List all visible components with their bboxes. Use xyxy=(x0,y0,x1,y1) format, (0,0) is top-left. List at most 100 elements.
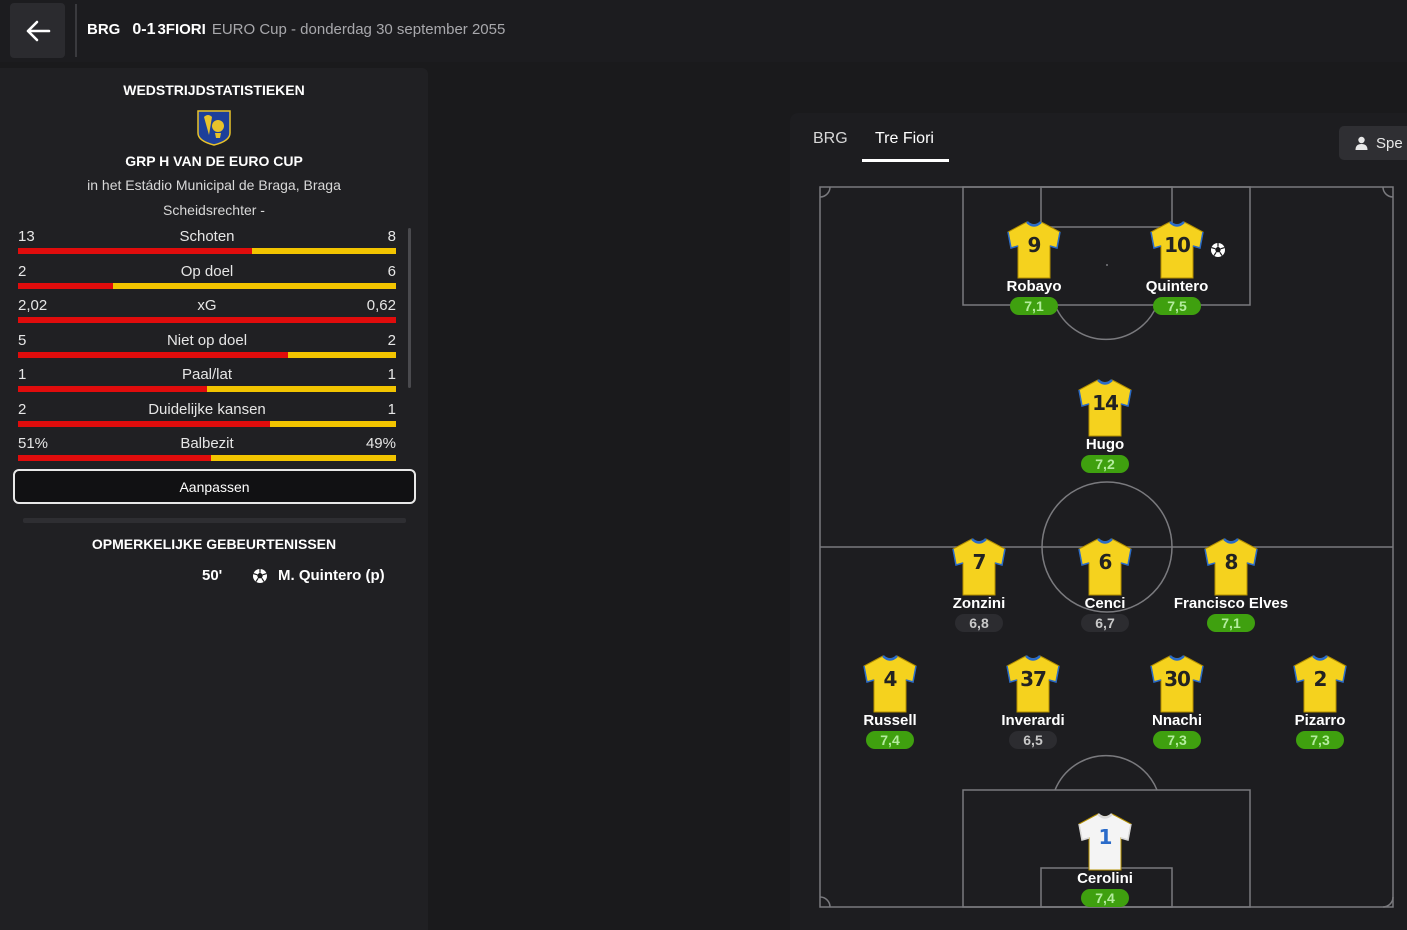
stat-label: Paal/lat xyxy=(181,366,233,383)
header-divider xyxy=(75,4,77,57)
player-rating: 6,8 xyxy=(955,614,1003,632)
adjust-button[interactable]: Aanpassen xyxy=(13,469,416,504)
player-marker[interactable]: 37 Inverardi 6,5 xyxy=(963,654,1103,750)
player-view-button[interactable]: Spe xyxy=(1339,126,1407,160)
player-rating: 7,4 xyxy=(1081,889,1129,907)
shirt-icon: 10 xyxy=(1148,220,1206,280)
shirt-number: 1 xyxy=(1098,825,1113,849)
stat-bar-home-fill xyxy=(18,352,288,358)
player-name: Cerolini xyxy=(1077,870,1133,887)
player-name: Robayo xyxy=(1006,278,1062,295)
stat-home-value: 2 xyxy=(18,401,27,418)
shirt-icon: 4 xyxy=(861,654,919,714)
section-divider xyxy=(23,518,406,523)
shirt-number: 37 xyxy=(1020,667,1047,691)
referee: Scheidsrechter - xyxy=(163,202,265,218)
shirt-icon: 30 xyxy=(1148,654,1206,714)
event-item[interactable]: 50' M. Quintero (p) xyxy=(0,567,428,587)
player-name: Francisco Elves xyxy=(1173,595,1289,612)
event-minute: 50' xyxy=(202,567,223,584)
shirt-icon: 8 xyxy=(1202,537,1260,597)
tab-tre-fiori[interactable]: Tre Fiori xyxy=(875,130,934,147)
player-marker[interactable]: 1 Cerolini 7,4 xyxy=(1035,812,1175,908)
top-bar: BRG 0-1 3FIORI EURO Cup - donderdag 30 s… xyxy=(0,0,1407,62)
stat-away-value: 6 xyxy=(387,263,396,280)
player-rating: 7,3 xyxy=(1153,731,1201,749)
shirt-icon: 7 xyxy=(950,537,1008,597)
stat-row: 51% Balbezit 49% xyxy=(18,435,396,465)
stat-away-value: 49% xyxy=(365,435,396,452)
player-rating: 7,2 xyxy=(1081,455,1129,473)
stat-bar-home-fill xyxy=(18,317,396,323)
player-name: Inverardi xyxy=(1001,712,1065,729)
player-rating: 7,5 xyxy=(1153,297,1201,315)
player-marker[interactable]: 9 Robayo 7,1 xyxy=(964,220,1104,316)
stat-bar-home-fill xyxy=(18,283,113,289)
stat-away-value: 8 xyxy=(387,228,396,245)
stat-row: 2 Duidelijke kansen 1 xyxy=(18,401,396,431)
player-rating: 6,7 xyxy=(1081,614,1129,632)
shirt-number: 6 xyxy=(1098,550,1113,574)
player-name: Russell xyxy=(863,712,917,729)
back-button[interactable] xyxy=(10,3,65,58)
stat-home-value: 2,02 xyxy=(18,297,48,314)
stat-label: Niet op doel xyxy=(166,332,248,349)
shirt-icon: 2 xyxy=(1291,654,1349,714)
stat-bar-home-fill xyxy=(18,455,211,461)
stat-bar xyxy=(18,283,396,289)
player-rating: 7,4 xyxy=(866,731,914,749)
away-team[interactable]: 3FIORI xyxy=(157,21,206,38)
stat-row: 2 Op doel 6 xyxy=(18,263,396,293)
competition-name: GRP H VAN DE EURO CUP xyxy=(125,153,303,169)
player-marker[interactable]: 10 Quintero 7,5 xyxy=(1107,220,1247,316)
shirt-icon: 9 xyxy=(1005,220,1063,280)
player-name: Nnachi xyxy=(1151,712,1202,729)
stats-title: WEDSTRIJDSTATISTIEKEN xyxy=(123,82,305,98)
match-score: 0-1 xyxy=(132,21,156,38)
person-icon xyxy=(1355,136,1368,150)
shirt-number: 14 xyxy=(1092,391,1119,415)
stat-row: 1 Paal/lat 1 xyxy=(18,366,396,396)
stat-label: Schoten xyxy=(179,228,235,245)
match-stats-panel: WEDSTRIJDSTATISTIEKEN GRP H VAN DE EURO … xyxy=(0,68,428,930)
euro-cup-logo xyxy=(197,110,231,146)
stat-away-value: 0,62 xyxy=(366,297,396,314)
venue: in het Estádio Municipal de Braga, Braga xyxy=(87,177,341,193)
empty-area xyxy=(428,68,788,930)
player-rating: 7,1 xyxy=(1010,297,1058,315)
shirt-icon: 6 xyxy=(1076,537,1134,597)
active-tab-indicator xyxy=(862,159,949,162)
player-name: Pizarro xyxy=(1294,712,1346,729)
shirt-icon: 14 xyxy=(1076,378,1134,438)
shirt-icon: 37 xyxy=(1004,654,1062,714)
home-team[interactable]: BRG xyxy=(87,21,121,38)
player-marker[interactable]: 30 Nnachi 7,3 xyxy=(1107,654,1247,750)
stat-bar xyxy=(18,386,396,392)
stat-home-value: 2 xyxy=(18,263,27,280)
player-marker[interactable]: 4 Russell 7,4 xyxy=(820,654,960,750)
player-rating: 7,1 xyxy=(1207,614,1255,632)
shirt-number: 8 xyxy=(1224,550,1239,574)
stat-label: Duidelijke kansen xyxy=(148,401,266,418)
stat-bar-home-fill xyxy=(18,421,271,427)
player-rating: 7,3 xyxy=(1296,731,1344,749)
tab-brg[interactable]: BRG xyxy=(813,130,848,147)
stat-away-value: 1 xyxy=(387,366,396,383)
stat-home-value: 13 xyxy=(18,228,35,245)
scrollbar[interactable] xyxy=(408,228,411,388)
stat-label: Op doel xyxy=(180,263,234,280)
stat-away-value: 2 xyxy=(387,332,396,349)
stat-bar xyxy=(18,455,396,461)
shirt-number: 10 xyxy=(1164,233,1191,257)
player-marker[interactable]: 8 Francisco Elves 7,1 xyxy=(1161,537,1301,633)
stat-bar-home-fill xyxy=(18,386,207,392)
stat-bar-home-fill xyxy=(18,248,252,254)
event-player: M. Quintero (p) xyxy=(278,567,385,584)
stat-bar xyxy=(18,421,396,427)
player-marker[interactable]: 2 Pizarro 7,3 xyxy=(1250,654,1390,750)
player-marker[interactable]: 6 Cenci 6,7 xyxy=(1035,537,1175,633)
player-marker[interactable]: 7 Zonzini 6,8 xyxy=(909,537,1049,633)
player-name: Hugo xyxy=(1085,436,1125,453)
stat-row: 2,02 xG 0,62 xyxy=(18,297,396,327)
player-marker[interactable]: 14 Hugo 7,2 xyxy=(1035,378,1175,474)
